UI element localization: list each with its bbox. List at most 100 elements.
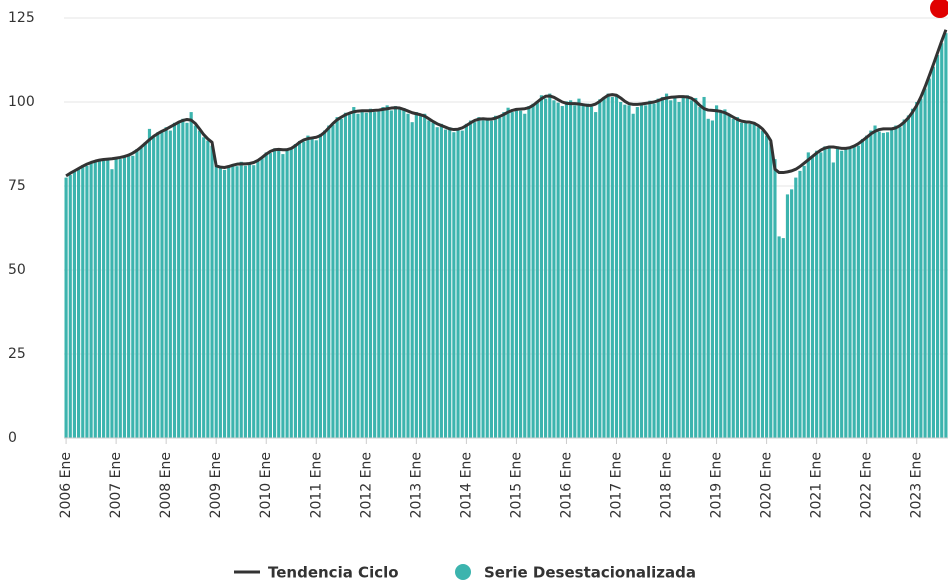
bar <box>481 120 485 438</box>
bar <box>502 112 506 438</box>
bar <box>527 106 531 439</box>
bar <box>702 96 706 439</box>
bar <box>214 165 218 438</box>
bar <box>118 159 122 438</box>
bar <box>489 120 493 438</box>
bar <box>298 140 302 438</box>
bar <box>147 128 152 438</box>
bar <box>548 93 552 438</box>
bar <box>418 116 423 438</box>
bar <box>714 105 719 439</box>
bar <box>840 150 844 438</box>
bar <box>189 112 193 438</box>
bar <box>790 189 794 438</box>
y-tick-label: 75 <box>8 178 26 194</box>
bar <box>102 160 106 439</box>
bar <box>560 106 564 439</box>
bar <box>318 133 323 439</box>
bar <box>335 117 339 439</box>
x-tick-label: 2016 Ene <box>558 452 574 518</box>
bar <box>456 128 460 438</box>
x-tick-label: 2012 Ene <box>358 452 374 518</box>
bar <box>393 106 398 439</box>
bar <box>906 115 910 438</box>
bar <box>740 122 744 438</box>
bar <box>477 117 481 439</box>
bar <box>206 140 210 438</box>
bar <box>669 100 673 438</box>
x-tick-label: 2013 Ene <box>408 452 424 518</box>
bar <box>664 93 669 438</box>
bar <box>756 127 760 438</box>
bar <box>373 112 377 438</box>
bar <box>427 120 431 438</box>
bar <box>735 117 740 439</box>
bar <box>564 101 569 438</box>
bar <box>710 120 714 438</box>
bar <box>256 159 260 439</box>
bar <box>698 107 702 438</box>
bar <box>514 108 519 438</box>
bar <box>544 98 548 438</box>
y-tick-label: 25 <box>8 346 26 362</box>
bar <box>93 162 97 439</box>
x-tick-label: 2021 Ene <box>809 452 825 518</box>
x-tick-label: 2017 Ene <box>609 452 625 518</box>
bar <box>827 148 831 439</box>
bar <box>835 146 840 439</box>
bar <box>435 127 439 438</box>
bar <box>402 108 406 438</box>
bar <box>581 106 585 439</box>
bar <box>865 135 869 438</box>
bar <box>164 127 168 438</box>
bar <box>310 138 314 438</box>
bar <box>218 168 222 438</box>
x-tick-label: 2006 Ene <box>58 452 74 518</box>
bar <box>919 98 923 438</box>
bar <box>352 107 356 438</box>
bar <box>139 147 143 439</box>
bar <box>485 118 489 439</box>
bar <box>243 165 247 438</box>
bar <box>798 170 802 438</box>
bar <box>452 132 456 439</box>
bar <box>97 159 102 438</box>
bar <box>773 159 777 438</box>
bar <box>268 153 272 438</box>
bar <box>681 95 685 439</box>
bar <box>769 142 773 438</box>
bar <box>331 124 335 439</box>
x-tick-label: 2023 Ene <box>909 452 925 518</box>
bar <box>823 146 827 439</box>
bar <box>689 100 694 438</box>
bar <box>869 130 873 438</box>
bar <box>644 105 648 439</box>
bar <box>719 110 723 439</box>
bar <box>210 145 214 438</box>
bar <box>281 154 285 438</box>
bar <box>885 132 890 439</box>
bar <box>293 144 298 438</box>
bar <box>619 102 623 438</box>
bar <box>673 96 677 439</box>
x-tick-label: 2022 Ene <box>859 452 875 518</box>
bar <box>852 145 856 438</box>
bar <box>752 122 756 438</box>
bar <box>343 112 348 438</box>
bar <box>110 169 114 438</box>
bar <box>289 149 293 439</box>
bar <box>327 125 331 439</box>
bar <box>589 106 594 438</box>
bar <box>460 130 464 438</box>
bar <box>339 118 343 439</box>
bar <box>439 123 443 438</box>
legend-label: Serie Desestacionalizada <box>484 564 696 582</box>
bar <box>598 99 602 438</box>
bar <box>135 149 139 439</box>
bar <box>881 132 885 439</box>
bar <box>877 131 881 438</box>
bar <box>389 110 393 439</box>
bar <box>815 150 819 438</box>
bar <box>856 145 860 438</box>
bar <box>539 95 544 438</box>
